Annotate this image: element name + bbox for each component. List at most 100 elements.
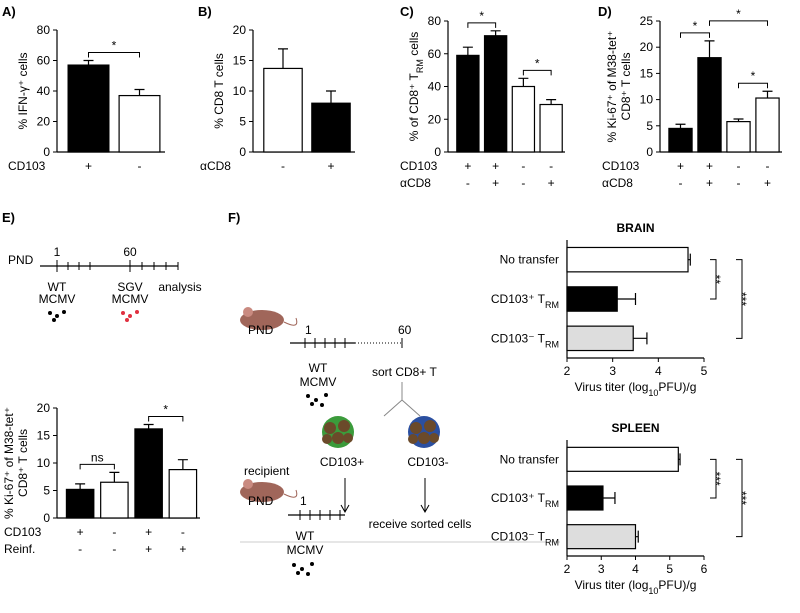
bar (566, 446, 679, 472)
y-tick-label: 0 (43, 511, 50, 525)
bar (511, 85, 536, 153)
diagram-text: WT (309, 361, 328, 375)
text-part: cells (407, 32, 421, 59)
diagram-text: WT (296, 529, 315, 543)
bar (263, 67, 303, 153)
y-tick-label: 20 (428, 112, 442, 126)
bar (566, 286, 618, 312)
y-tick-label: 40 (428, 80, 442, 94)
panel-label: F) (228, 210, 240, 225)
significance-bracket (736, 259, 743, 339)
bar (566, 485, 604, 511)
category-label: + (764, 176, 771, 190)
x-tick-label: 2 (564, 364, 571, 378)
x-tick-label: 2 (564, 562, 571, 576)
error-bar (177, 459, 188, 470)
category-label: CD103⁺ TRM (491, 491, 559, 509)
category-label: - (549, 159, 553, 173)
bar (118, 94, 161, 153)
row-label: αCD8 (200, 159, 231, 173)
error-bar (143, 423, 154, 429)
x-tick-label: 4 (632, 562, 639, 576)
category-label: + (77, 525, 84, 539)
y-axis-label: % Ki-67⁺ of M38-tet⁺ (605, 30, 619, 142)
significance-bracket (710, 259, 717, 300)
error-bar (75, 483, 86, 490)
bar (456, 54, 480, 153)
significance-bracket (79, 463, 115, 470)
bar (726, 121, 751, 153)
y-tick-label: 10 (640, 93, 654, 107)
row-label: CD103 (4, 525, 42, 539)
error-bar (546, 99, 557, 105)
significance-label: * (693, 19, 698, 33)
text-part: No transfer (500, 452, 559, 466)
diagram-text: PND (248, 494, 274, 508)
bar (483, 35, 508, 153)
y-tick-label: 5 (646, 119, 653, 133)
timeline-text: SGV (117, 280, 142, 294)
significance-bracket (88, 52, 140, 58)
significance-label: * (112, 39, 117, 53)
error-bar (109, 471, 120, 483)
panel-label: A) (2, 4, 16, 19)
timeline-e: PND 1 60 WT MCMV SGV MCMV analysis (8, 245, 202, 322)
significance-label: * (736, 7, 741, 21)
significance-label: * (479, 9, 484, 23)
bar (134, 428, 163, 519)
bar (668, 127, 693, 153)
significance-label: ** (709, 275, 723, 285)
error-bar (675, 123, 686, 129)
category-label: - (521, 159, 525, 173)
y-tick-label: 20 (640, 40, 654, 54)
y-tick-label: 60 (37, 54, 51, 68)
panel-label: D) (598, 4, 612, 19)
diagram-text: CD103+ (320, 455, 364, 469)
subscript: RM (545, 538, 559, 548)
category-label: - (521, 176, 525, 190)
row-label: Reinf. (4, 542, 35, 556)
panel-label: B) (198, 4, 212, 19)
y-tick-label: 80 (37, 23, 51, 37)
error-bar (134, 88, 145, 96)
row-label: αCD8 (602, 176, 633, 190)
virus-dots (306, 393, 328, 407)
timeline-text: MCMV (39, 292, 76, 306)
category-label: + (548, 176, 555, 190)
bar (539, 103, 563, 153)
category-label: CD103⁻ TRM (491, 530, 559, 548)
diagram-text: MCMV (300, 375, 337, 389)
category-label: CD103⁺ TRM (491, 292, 559, 310)
diagram-text: 60 (398, 323, 412, 337)
subscript: RM (545, 300, 559, 310)
y-tick-label: 0 (43, 145, 50, 159)
bar (566, 325, 634, 352)
error-bar (462, 46, 473, 56)
category-label: + (327, 159, 334, 173)
bar (755, 97, 780, 153)
row-label: CD103 (8, 159, 46, 173)
row-label: CD103 (400, 159, 438, 173)
y-tick-label: 15 (37, 429, 51, 443)
timeline-text: WT (48, 280, 67, 294)
significance-label: *** (735, 292, 749, 306)
y-axis-label: % Ki-67⁺ of M38-tet⁺ (2, 407, 16, 519)
category-label: - (679, 176, 683, 190)
category-label: + (706, 159, 713, 173)
category-label: - (138, 159, 142, 173)
significance-label: * (163, 403, 168, 417)
category-label: + (464, 159, 471, 173)
error-bar (635, 530, 639, 543)
significance-label: * (751, 69, 756, 83)
significance-bracket (467, 22, 497, 28)
diagram-text: 1 (305, 323, 312, 337)
y-tick-label: 5 (239, 115, 246, 129)
error-bar (278, 48, 288, 69)
category-label: + (706, 176, 713, 190)
y-axis-label: % CD8 T cells (212, 53, 226, 129)
text-part: % Ki-67⁺ of M38-tet⁺ (605, 30, 619, 142)
ticks (304, 338, 403, 348)
y-tick-label: 15 (640, 66, 654, 80)
category-label: - (181, 525, 185, 539)
